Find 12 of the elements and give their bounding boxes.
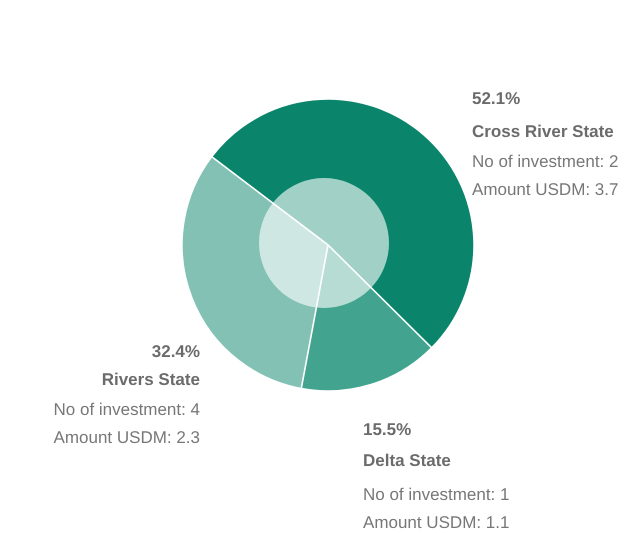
text: No of investment: 2 <box>472 152 618 171</box>
data-label: 32.4% <box>152 342 200 361</box>
text: No of investment: 1 <box>363 485 510 504</box>
text: Amount USDM: 1.1 <box>363 513 510 532</box>
slice-label: Rivers State <box>102 370 200 389</box>
text: Amount USDM: 2.3 <box>54 428 200 447</box>
data-label: 15.5% <box>363 420 412 439</box>
text: No of investment: 4 <box>54 400 200 419</box>
slice-label: Delta State <box>363 451 451 470</box>
slice-label: Cross River State <box>472 122 614 141</box>
text: Amount USDM: 3.7 <box>472 180 618 199</box>
data-label: 52.1% <box>472 89 520 108</box>
